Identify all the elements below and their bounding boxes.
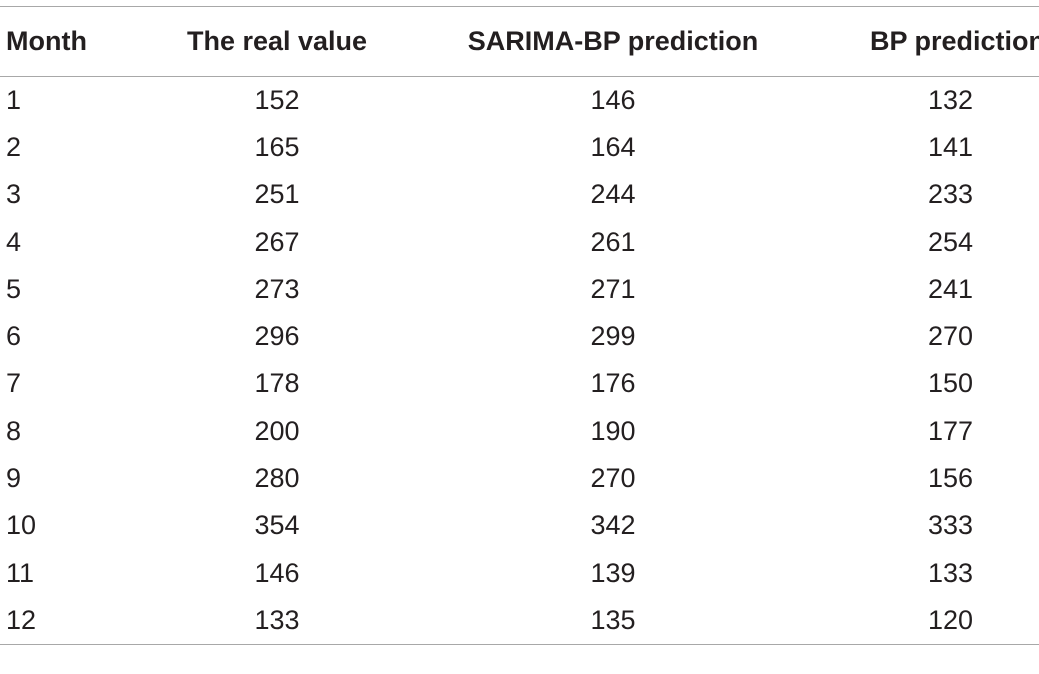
table-row: 2 165 164 141 bbox=[0, 124, 1039, 171]
cell-sarima-bp-prediction: 261 bbox=[590, 226, 636, 257]
cell-month: 6 bbox=[6, 321, 22, 352]
data-table-container: Month The real value SARIMA-BP predictio… bbox=[0, 6, 1039, 645]
cell-real-value: 200 bbox=[254, 415, 300, 446]
cell-real-value: 273 bbox=[254, 273, 300, 304]
cell-bp-prediction: 241 bbox=[927, 273, 973, 304]
cell-real-value: 133 bbox=[146, 596, 408, 645]
cell-bp-prediction: 333 bbox=[927, 510, 973, 541]
table-row: 4 267 261 254 bbox=[0, 218, 1039, 265]
cell-month: 11 bbox=[6, 557, 35, 588]
cell-sarima-bp-prediction: 135 bbox=[408, 596, 818, 645]
cell-real-value: 267 bbox=[254, 226, 300, 257]
header-bp-prediction: BP prediction bbox=[818, 6, 1039, 77]
header-real-value: The real value bbox=[146, 6, 408, 77]
cell-month: 8 bbox=[6, 415, 22, 446]
table-row: 1 152 146 132 bbox=[0, 77, 1039, 124]
cell-sarima-bp-prediction: 176 bbox=[590, 368, 636, 399]
cell-month: 5 bbox=[6, 273, 22, 304]
cell-real-value: 296 bbox=[254, 321, 300, 352]
cell-bp-prediction: 177 bbox=[927, 415, 973, 446]
table-row: 8 200 190 177 bbox=[0, 408, 1039, 455]
cell-bp-prediction: 254 bbox=[927, 226, 973, 257]
header-sarima-bp-prediction: SARIMA-BP prediction bbox=[408, 6, 818, 77]
cell-sarima-bp-prediction: 270 bbox=[590, 463, 636, 494]
cell-bp-prediction: 233 bbox=[927, 179, 973, 210]
cell-real-value: 146 bbox=[254, 557, 300, 588]
cell-month: 7 bbox=[6, 368, 22, 399]
table-row: 9 280 270 156 bbox=[0, 455, 1039, 502]
cell-bp-prediction: 132 bbox=[927, 84, 973, 115]
table-row: 6 296 299 270 bbox=[0, 313, 1039, 360]
cell-month: 4 bbox=[6, 226, 22, 257]
cell-month: 1 bbox=[6, 84, 22, 115]
cell-bp-prediction: 141 bbox=[927, 131, 973, 162]
table-row: 12 133 135 120 bbox=[0, 596, 1039, 645]
cell-real-value: 251 bbox=[254, 179, 300, 210]
table-row: 3 251 244 233 bbox=[0, 171, 1039, 218]
data-table: Month The real value SARIMA-BP predictio… bbox=[0, 6, 1039, 645]
cell-real-value: 178 bbox=[254, 368, 300, 399]
cell-sarima-bp-prediction: 342 bbox=[590, 510, 636, 541]
cell-month: 2 bbox=[6, 131, 22, 162]
cell-real-value: 152 bbox=[254, 84, 300, 115]
cell-real-value: 280 bbox=[254, 463, 300, 494]
cell-sarima-bp-prediction: 271 bbox=[590, 273, 636, 304]
cell-sarima-bp-prediction: 139 bbox=[590, 557, 636, 588]
cell-bp-prediction: 150 bbox=[927, 368, 973, 399]
table-body: 1 152 146 132 2 165 164 141 3 251 244 233 4 267 261 254… bbox=[0, 77, 1039, 645]
table-row: 10 354 342 333 bbox=[0, 502, 1039, 549]
cell-bp-prediction: 133 bbox=[927, 557, 973, 588]
cell-sarima-bp-prediction: 244 bbox=[590, 179, 636, 210]
cell-month: 12 bbox=[0, 596, 146, 645]
table-header: Month The real value SARIMA-BP predictio… bbox=[0, 6, 1039, 77]
cell-sarima-bp-prediction: 164 bbox=[590, 131, 636, 162]
cell-month: 10 bbox=[6, 510, 37, 541]
cell-bp-prediction: 270 bbox=[927, 321, 973, 352]
cell-month: 9 bbox=[6, 463, 22, 494]
table-row: 11 146 139 133 bbox=[0, 549, 1039, 596]
cell-sarima-bp-prediction: 299 bbox=[590, 321, 636, 352]
cell-month: 3 bbox=[6, 179, 22, 210]
cell-real-value: 354 bbox=[254, 510, 300, 541]
cell-bp-prediction: 156 bbox=[927, 463, 973, 494]
header-row: Month The real value SARIMA-BP predictio… bbox=[0, 6, 1039, 77]
cell-real-value: 165 bbox=[254, 131, 300, 162]
cell-sarima-bp-prediction: 146 bbox=[590, 84, 636, 115]
cell-bp-prediction: 120 bbox=[818, 596, 1039, 645]
table-row: 7 178 176 150 bbox=[0, 360, 1039, 407]
header-month: Month bbox=[0, 6, 146, 77]
cell-sarima-bp-prediction: 190 bbox=[590, 415, 636, 446]
table-row: 5 273 271 241 bbox=[0, 266, 1039, 313]
